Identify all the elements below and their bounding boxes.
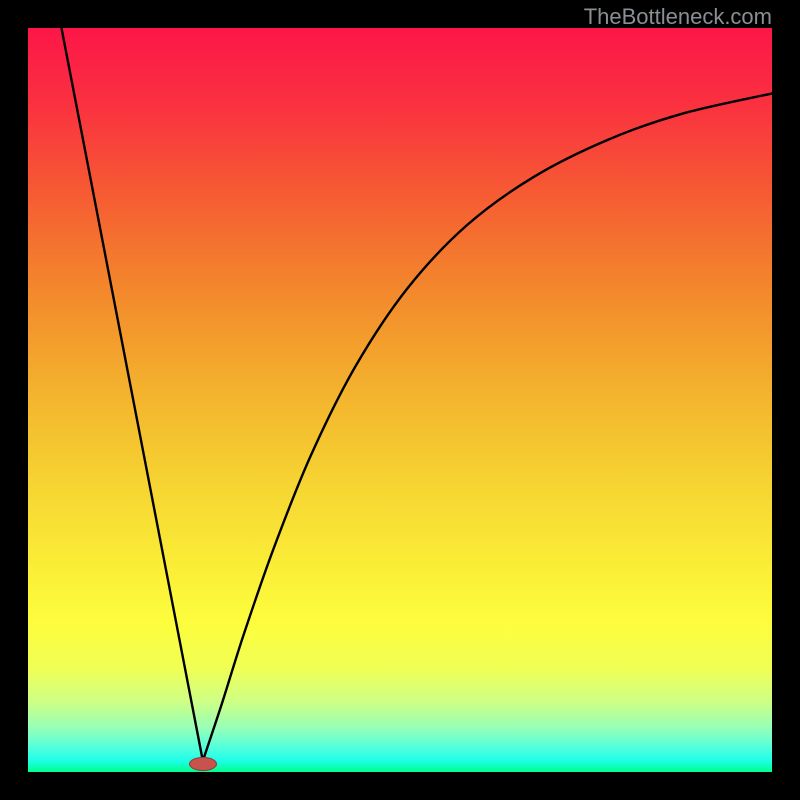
- plot-area: [28, 28, 772, 772]
- curve-minimum-marker: [189, 757, 217, 771]
- bottleneck-curve: [28, 28, 772, 772]
- watermark-text: TheBottleneck.com: [584, 4, 772, 30]
- curve-right-segment: [203, 93, 772, 760]
- curve-left-segment: [61, 28, 202, 761]
